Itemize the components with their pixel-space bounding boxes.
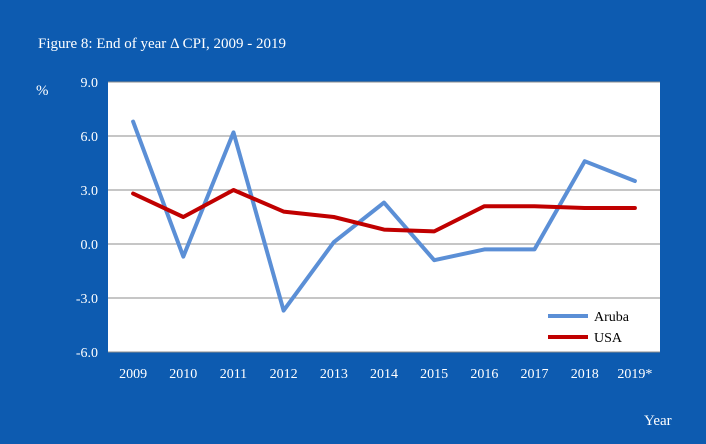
y-tick-label: 0.0 xyxy=(81,238,99,253)
y-tick-label: 9.0 xyxy=(81,76,99,91)
x-tick-label: 2013 xyxy=(320,367,348,382)
data-point-usa xyxy=(332,215,336,219)
data-point-aruba xyxy=(131,120,135,124)
gridlines xyxy=(108,81,660,353)
y-tick-label: 3.0 xyxy=(81,184,99,199)
data-point-usa xyxy=(482,204,486,208)
x-tick-label: 2016 xyxy=(470,367,498,382)
legend-label-usa: USA xyxy=(594,331,623,346)
legend: Aruba USA xyxy=(548,310,630,346)
data-point-aruba xyxy=(633,179,637,183)
data-point-aruba xyxy=(332,240,336,244)
data-point-usa xyxy=(533,204,537,208)
data-point-aruba xyxy=(533,247,537,251)
x-tick-label: 2019* xyxy=(617,367,652,382)
x-tick-label: 2017 xyxy=(521,367,549,382)
data-point-usa xyxy=(432,229,436,233)
x-tick-label: 2011 xyxy=(220,367,247,382)
x-tick-label: 2018 xyxy=(571,367,599,382)
y-tick-labels: 9.0 6.0 3.0 0.0 -3.0 -6.0 xyxy=(76,76,98,361)
data-point-aruba xyxy=(231,130,235,134)
x-tick-label: 2012 xyxy=(270,367,298,382)
data-point-usa xyxy=(181,215,185,219)
x-tick-labels: 2009 2010 2011 2012 2013 2014 2015 2016 2017 2018… xyxy=(119,367,652,382)
data-point-aruba xyxy=(181,255,185,259)
y-tick-label: 6.0 xyxy=(81,130,99,145)
data-point-aruba xyxy=(482,247,486,251)
data-point-usa xyxy=(231,188,235,192)
chart-title: Figure 8: End of year Δ CPI, 2009 - 2019 xyxy=(38,36,286,52)
data-point-aruba xyxy=(432,258,436,262)
data-point-usa xyxy=(633,206,637,210)
data-point-usa xyxy=(583,206,587,210)
y-axis-label: % xyxy=(36,83,49,99)
legend-label-aruba: Aruba xyxy=(594,310,630,325)
data-point-usa xyxy=(131,192,135,196)
data-point-aruba xyxy=(583,159,587,163)
y-tick-label: -6.0 xyxy=(76,346,98,361)
x-tick-label: 2014 xyxy=(370,367,398,382)
series-lines xyxy=(131,119,637,313)
data-point-aruba xyxy=(282,309,286,313)
data-point-usa xyxy=(282,210,286,214)
data-point-aruba xyxy=(382,201,386,205)
y-tick-label: -3.0 xyxy=(76,292,98,307)
x-tick-label: 2015 xyxy=(420,367,448,382)
x-tick-label: 2009 xyxy=(119,367,147,382)
x-axis-label: Year xyxy=(644,413,672,429)
x-tick-label: 2010 xyxy=(169,367,197,382)
plot-area xyxy=(108,82,660,352)
data-point-usa xyxy=(382,228,386,232)
